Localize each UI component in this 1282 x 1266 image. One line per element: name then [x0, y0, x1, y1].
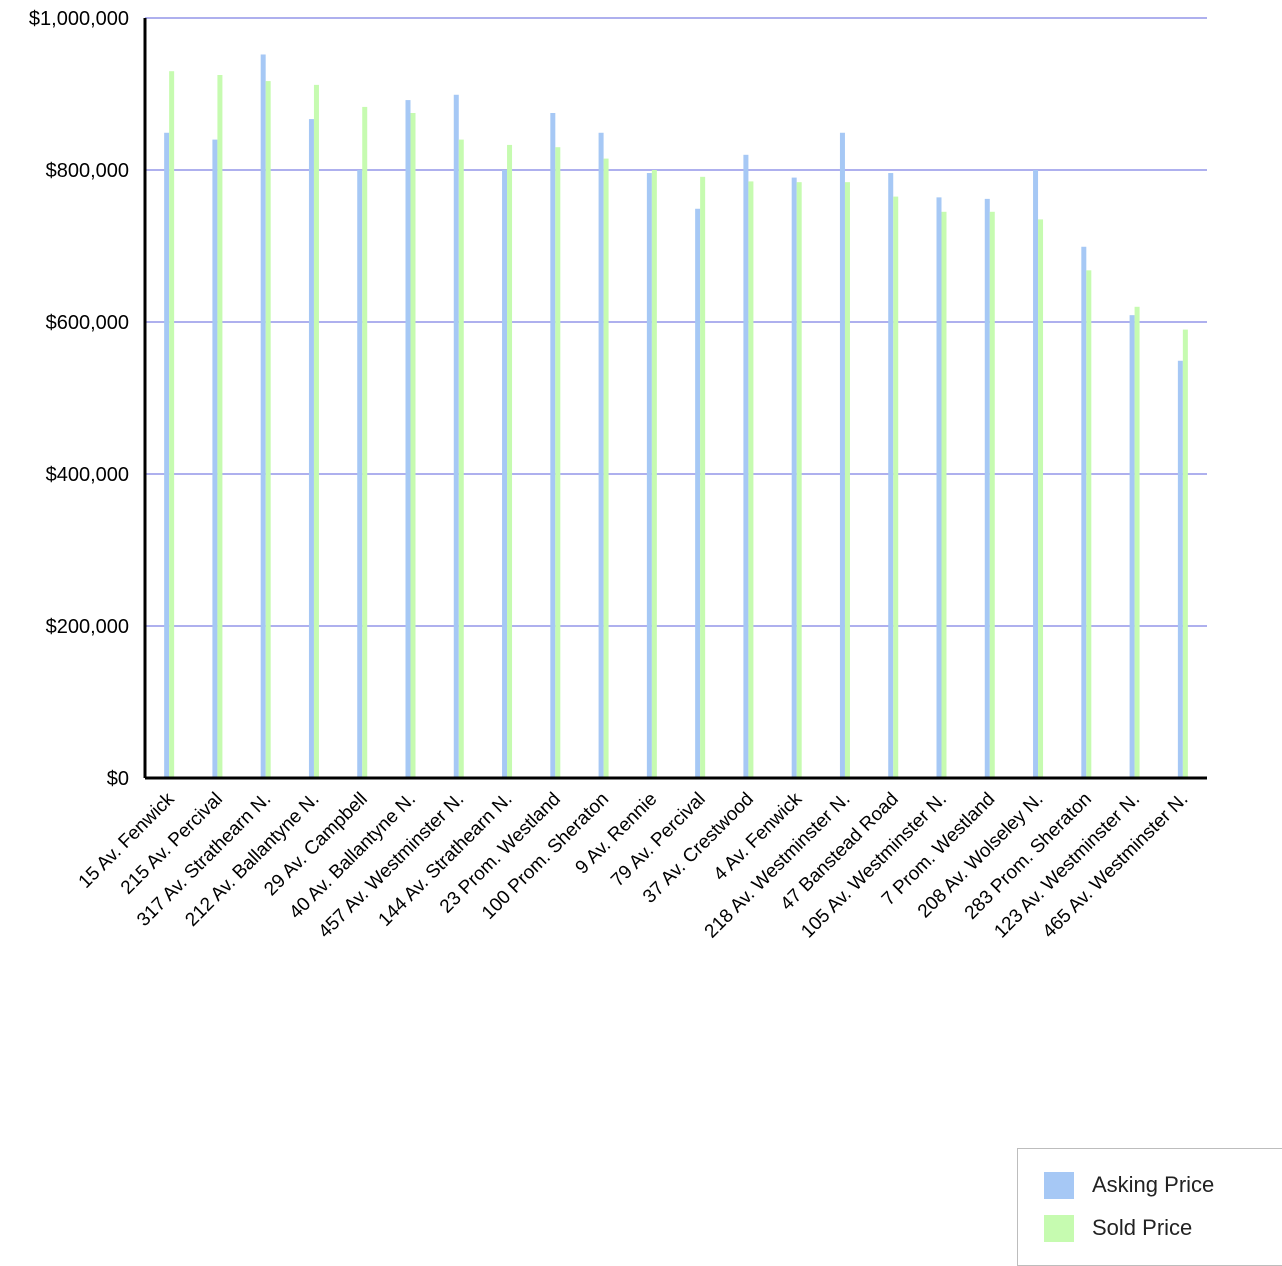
bar-sold-price: [651, 170, 657, 778]
gridlines: [145, 17, 1207, 627]
legend-swatch-sold: [1044, 1214, 1074, 1242]
bar-sold-price: [1134, 306, 1140, 778]
bar-asking-price: [260, 54, 266, 779]
bar-asking-price: [839, 132, 845, 778]
bar-sold-price: [217, 75, 223, 778]
bar-sold-price: [313, 84, 319, 778]
bar-asking-price: [888, 173, 894, 779]
tick-labels: $0 $200,000 $400,000 $600,000 $800,000 $1,000…: [29, 8, 1193, 942]
bar-asking-price: [695, 208, 701, 778]
bar-asking-price: [357, 170, 363, 778]
axes: [143, 18, 1207, 780]
bar-sold-price: [844, 182, 850, 778]
y-tick-label: $400,000: [46, 464, 129, 486]
bar-asking-price: [1177, 360, 1183, 778]
bar-asking-price: [164, 132, 170, 778]
bar-asking-price: [212, 139, 218, 779]
bar-sold-price: [265, 81, 271, 778]
bar-asking-price: [502, 170, 508, 778]
y-tick-label: $600,000: [46, 312, 129, 334]
bar-sold-price: [603, 158, 609, 779]
legend-item-asking: Asking Price: [1044, 1171, 1214, 1199]
bar-sold-price: [1182, 329, 1188, 778]
bar-asking-price: [1081, 246, 1087, 778]
y-tick-label: $200,000: [46, 616, 129, 638]
legend-swatch-asking: [1044, 1171, 1074, 1199]
bar-sold-price: [362, 106, 368, 779]
bar-sold-price: [748, 181, 754, 778]
y-tick-label: $0: [107, 768, 129, 790]
bar-sold-price: [507, 144, 513, 779]
bar-sold-price: [989, 211, 995, 779]
bar-asking-price: [936, 197, 942, 779]
bars: [164, 54, 1188, 779]
bar-asking-price: [791, 177, 797, 779]
y-tick-label: $1,000,000: [29, 8, 129, 30]
bar-asking-price: [550, 113, 556, 778]
bar-sold-price: [700, 176, 706, 779]
bar-asking-price: [1129, 315, 1135, 778]
bar-sold-price: [458, 139, 464, 779]
y-tick-label: $800,000: [46, 160, 129, 182]
bar-sold-price: [1038, 219, 1044, 778]
bar-asking-price: [743, 154, 749, 779]
bar-asking-price: [984, 198, 990, 778]
bar-sold-price: [555, 147, 561, 778]
legend-label-sold: Sold Price: [1092, 1215, 1193, 1240]
bar-asking-price: [1033, 170, 1039, 778]
bar-sold-price: [1086, 270, 1092, 778]
bar-sold-price: [169, 71, 175, 778]
bar-sold-price: [941, 211, 947, 779]
bar-sold-price: [796, 182, 802, 778]
legend-item-sold: Sold Price: [1044, 1214, 1192, 1242]
bar-asking-price: [453, 94, 459, 778]
bar-asking-price: [646, 173, 652, 779]
bar-sold-price: [410, 113, 416, 778]
bar-asking-price: [308, 119, 314, 778]
bar-sold-price: [893, 196, 899, 779]
legend: Asking Price Sold Price: [1017, 1148, 1282, 1266]
legend-label-asking: Asking Price: [1092, 1172, 1215, 1197]
bar-asking-price: [598, 132, 604, 778]
bar-asking-price: [405, 100, 411, 778]
